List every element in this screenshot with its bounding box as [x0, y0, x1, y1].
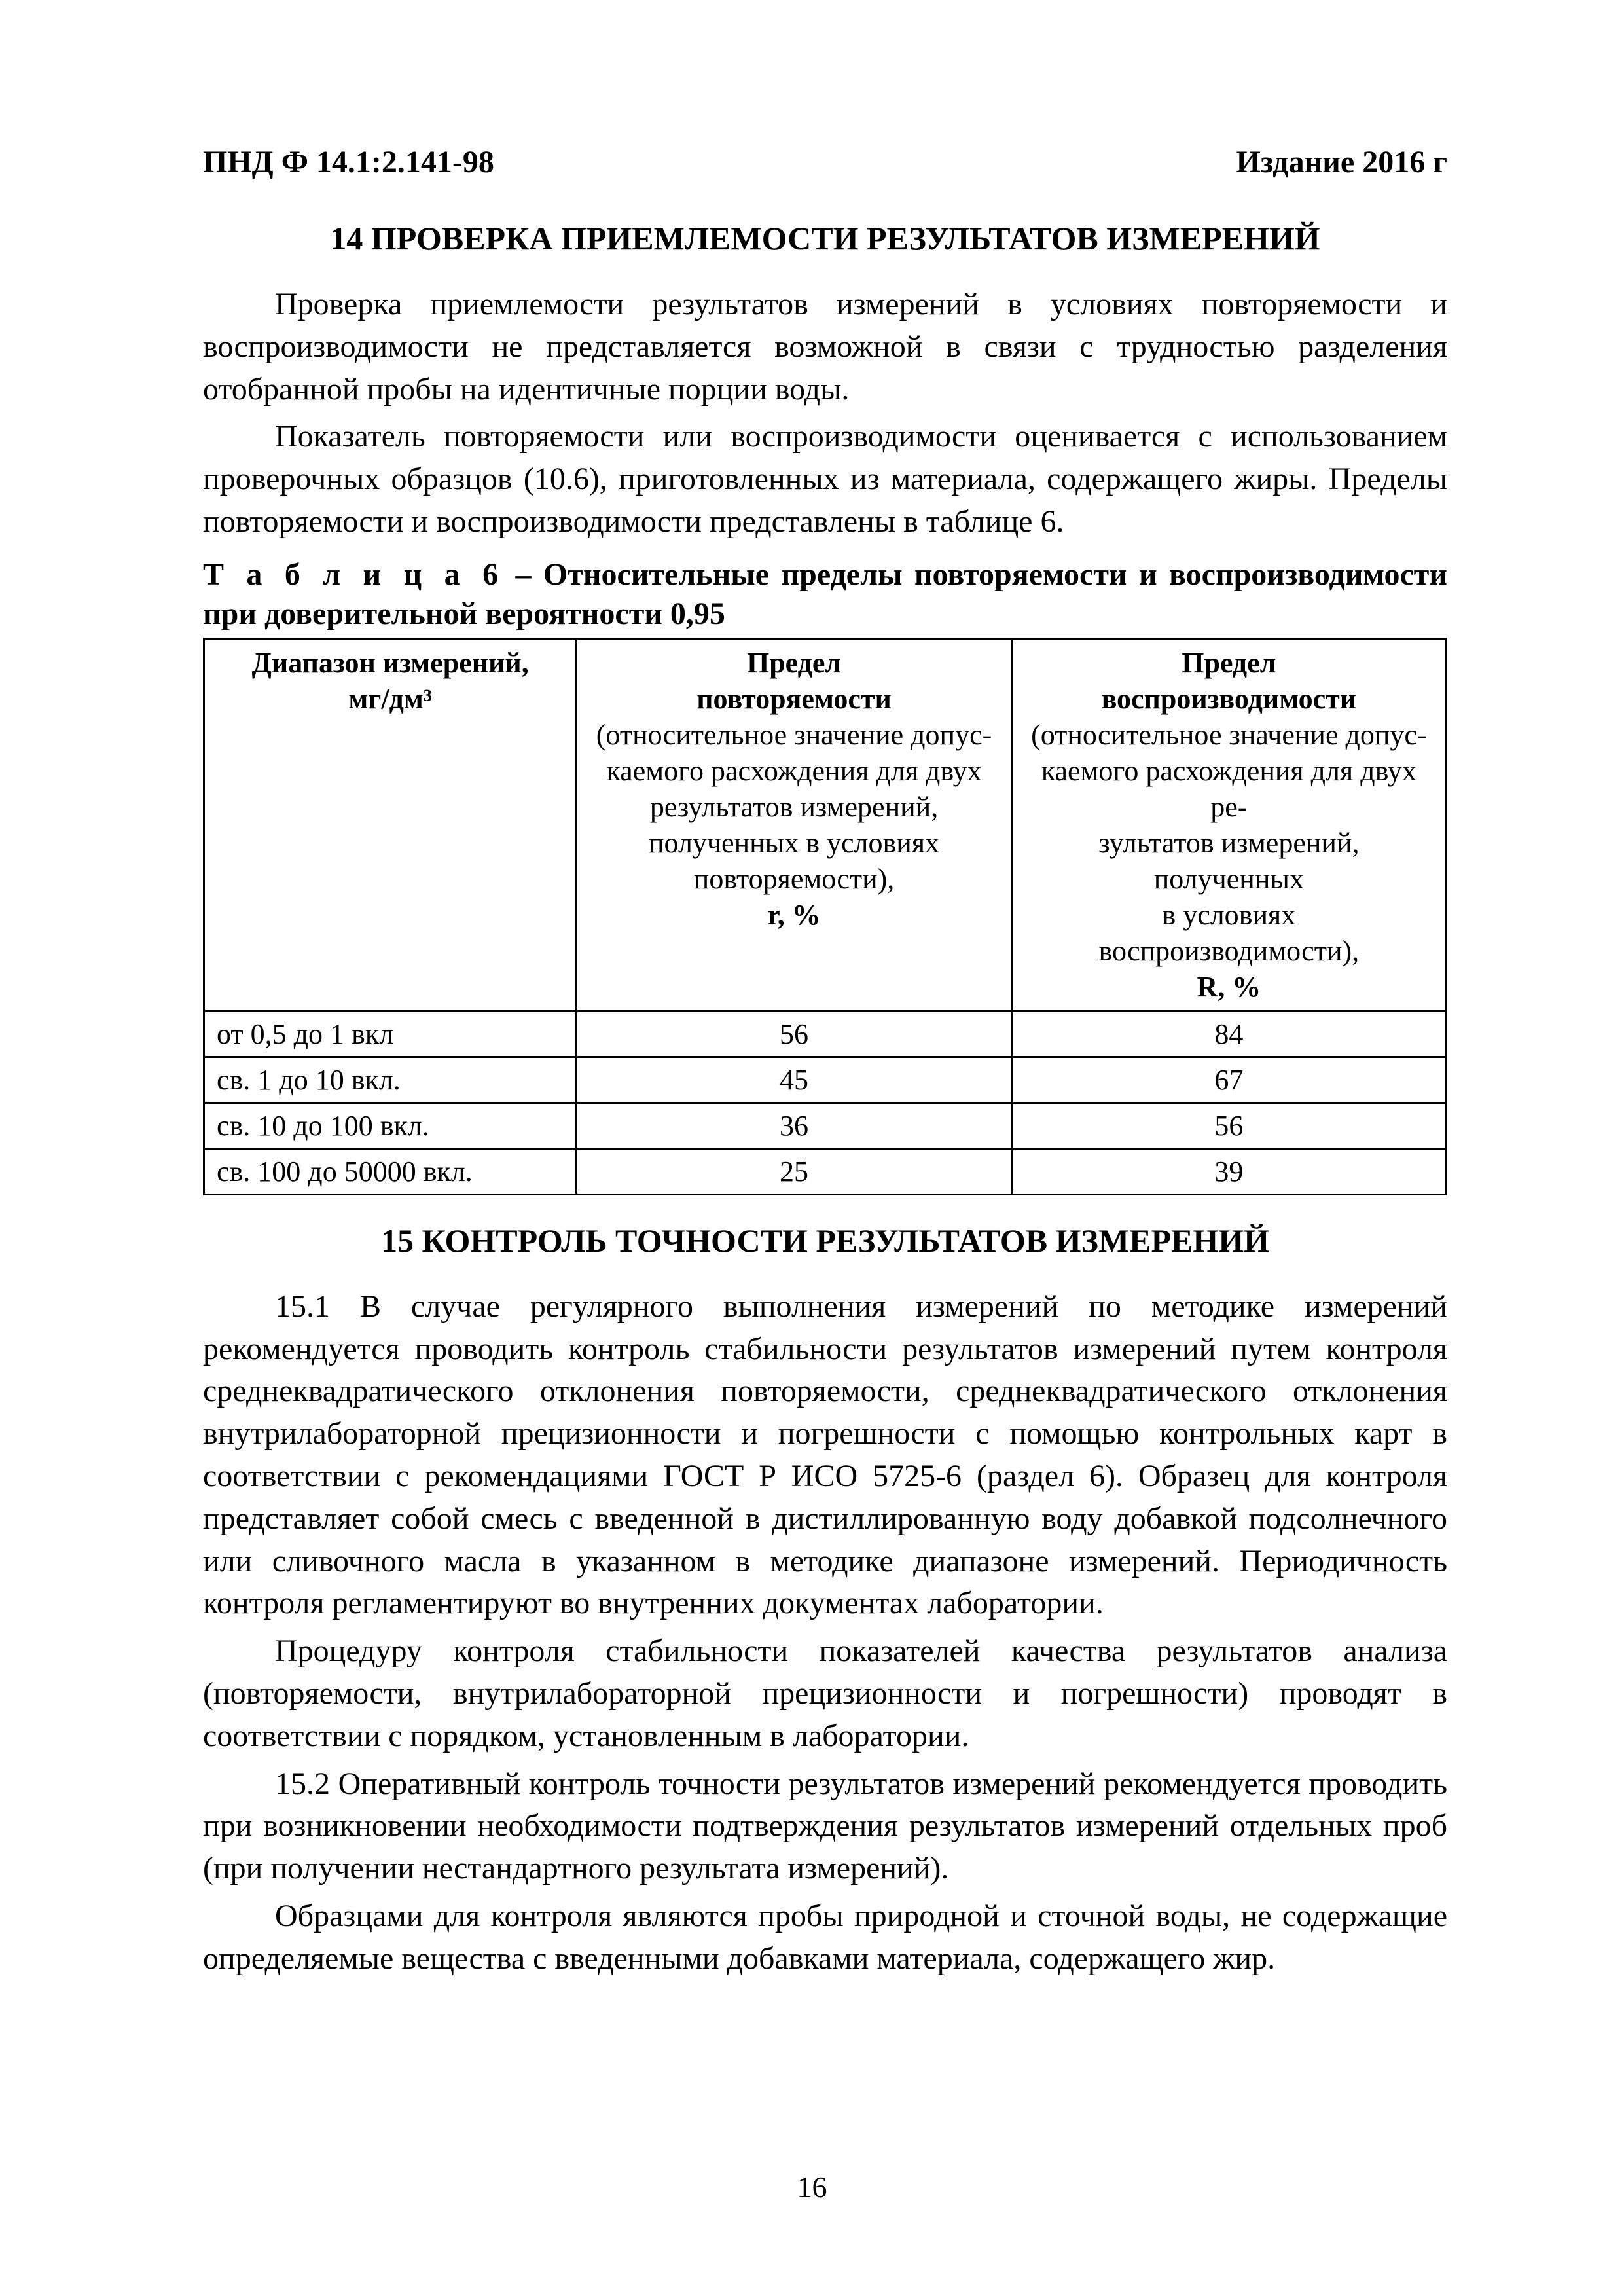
col-2-l1: (относительное значение допус-: [1024, 717, 1434, 753]
col-2-title: Предел: [1024, 645, 1434, 681]
col-2-l5: воспроизводимости),: [1024, 933, 1434, 969]
cell-R: 67: [1011, 1057, 1446, 1102]
cell-r: 36: [577, 1102, 1011, 1148]
doc-code: ПНД Ф 14.1:2.141-98: [203, 144, 494, 180]
col-1-l0: повторяемости: [589, 681, 998, 717]
table-6-col-0-header: Диапазон измерений, мг/дм³: [204, 638, 577, 1011]
section-15-title: 15 КОНТРОЛЬ ТОЧНОСТИ РЕЗУЛЬТАТОВ ИЗМЕРЕН…: [203, 1222, 1447, 1260]
col-2-l2: каемого расхождения для двух ре-: [1024, 753, 1434, 825]
table-6-col-1-header: Предел повторяемости (относительное знач…: [577, 638, 1011, 1011]
col-1-title: Предел: [589, 645, 998, 681]
cell-r: 25: [577, 1148, 1011, 1194]
section-15-para-1: 15.1 В случае регулярного выполнения изм…: [203, 1286, 1447, 1625]
section-15-para-3: 15.2 Оперативный контроль точности резул…: [203, 1763, 1447, 1890]
col-1-l4: полученных в условиях: [589, 825, 998, 861]
col-1-l2: каемого расхождения для двух: [589, 753, 998, 789]
table-6-caption: Т а б л и ц а 6 – Относительные пределы …: [203, 555, 1447, 634]
table-row: св. 1 до 10 вкл. 45 67: [204, 1057, 1447, 1102]
document-page: ПНД Ф 14.1:2.141-98 Издание 2016 г 14 ПР…: [0, 0, 1624, 2296]
col-1-l5: повторяемости),: [589, 861, 998, 897]
cell-R: 56: [1011, 1102, 1446, 1148]
col-0-title: Диапазон измерений,: [217, 645, 564, 681]
cell-range: св. 10 до 100 вкл.: [204, 1102, 577, 1148]
cell-R: 39: [1011, 1148, 1446, 1194]
col-1-l3: результатов измерений,: [589, 789, 998, 825]
cell-range: от 0,5 до 1 вкл: [204, 1011, 577, 1057]
section-14-title: 14 ПРОВЕРКА ПРИЕМЛЕМОСТИ РЕЗУЛЬТАТОВ ИЗМ…: [203, 219, 1447, 257]
col-2-l3: зультатов измерений, полученных: [1024, 825, 1434, 897]
cell-range: св. 100 до 50000 вкл.: [204, 1148, 577, 1194]
table-row: св. 100 до 50000 вкл. 25 39: [204, 1148, 1447, 1194]
table-6-body: от 0,5 до 1 вкл 56 84 св. 1 до 10 вкл. 4…: [204, 1011, 1447, 1194]
section-15-para-4: Образцами для контроля являются пробы пр…: [203, 1895, 1447, 1980]
col-1-l1: (относительное значение допус-: [589, 717, 998, 753]
table-6-caption-prefix: Т а б л и ц а 6: [203, 557, 503, 592]
section-15-para-2: Процедуру контроля стабильности показате…: [203, 1630, 1447, 1757]
cell-R: 84: [1011, 1011, 1446, 1057]
cell-r: 56: [577, 1011, 1011, 1057]
col-2-l6: R, %: [1024, 969, 1434, 1005]
cell-range: св. 1 до 10 вкл.: [204, 1057, 577, 1102]
col-2-l0: воспроизводимости: [1024, 681, 1434, 717]
section-14-para-2: Показатель повторяемости или воспроизвод…: [203, 416, 1447, 543]
cell-r: 45: [577, 1057, 1011, 1102]
table-6-col-2-header: Предел воспроизводимости (относительное …: [1011, 638, 1446, 1011]
running-header: ПНД Ф 14.1:2.141-98 Издание 2016 г: [203, 144, 1447, 180]
col-0-sub: мг/дм³: [217, 681, 564, 717]
table-6: Диапазон измерений, мг/дм³ Предел повтор…: [203, 638, 1447, 1195]
table-row: св. 10 до 100 вкл. 36 56: [204, 1102, 1447, 1148]
col-2-l4: в условиях: [1024, 897, 1434, 933]
table-header-row: Диапазон измерений, мг/дм³ Предел повтор…: [204, 638, 1447, 1011]
col-1-l6: r, %: [589, 897, 998, 933]
edition-year: Издание 2016 г: [1236, 144, 1447, 180]
table-row: от 0,5 до 1 вкл 56 84: [204, 1011, 1447, 1057]
page-number: 16: [0, 2170, 1624, 2204]
section-14-para-1: Проверка приемлемости результатов измере…: [203, 283, 1447, 410]
